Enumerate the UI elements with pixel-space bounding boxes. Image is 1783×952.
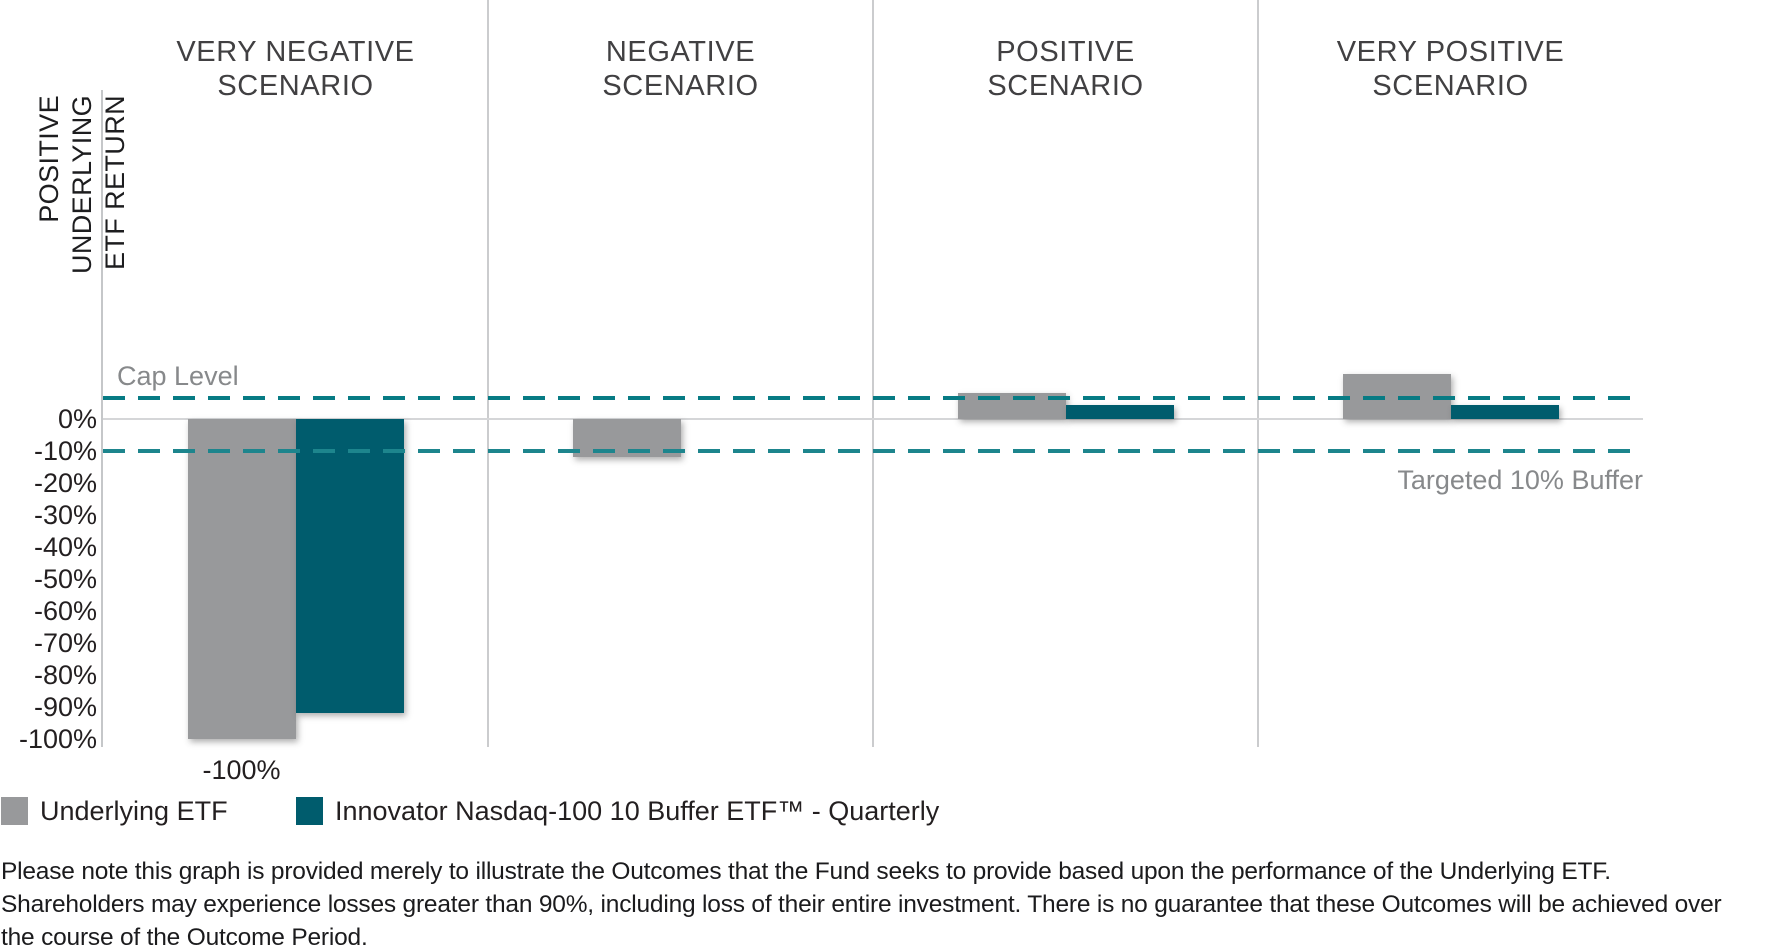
underlying-etf-bar-1 [187,419,296,739]
y-tick-label: 0% [57,404,97,434]
buffer-etf-bar-1 [295,419,404,714]
scenario-header-4: VERY POSITIVE SCENARIO [1336,36,1565,102]
legend-swatch-underlying-etf [1,797,28,825]
buffer-label: Targeted 10% Buffer [1397,465,1643,495]
panel-divider [1257,0,1259,747]
y-tick-label: -70% [33,628,97,658]
disclaimer-line-2: Shareholders may experience losses great… [1,891,1722,918]
y-tick-label: -60% [33,596,97,626]
cap-label: Cap Level [117,361,239,392]
y-tick-label: -50% [33,564,97,594]
y-tick-label: -100% [18,724,97,754]
y-axis-line [101,90,103,747]
disclaimer-text: Please note this graph is provided merel… [1,855,1782,952]
y-axis-title: POSITIVE UNDERLYING ETF RETURN [34,95,130,275]
y-tick-label: -40% [33,532,97,562]
chart-legend: Underlying ETF Innovator Nasdaq-100 10 B… [0,797,1200,831]
disclaimer-line-3: the course of the Outcome Period. [1,924,368,951]
scenario-header-1: VERY NEGATIVE SCENARIO [176,36,415,102]
buffer-etf-bar-4 [1450,404,1559,419]
cap-line [103,396,1643,401]
legend-item-underlying-etf: Underlying ETF [1,797,228,825]
zero-gridline [103,418,1643,420]
buffer-line [103,449,1643,453]
legend-label-buffer-etf: Innovator Nasdaq-100 10 Buffer ETF™ - Qu… [335,796,940,826]
panel-divider [872,0,874,747]
scenario-header-3: POSITIVE SCENARIO [987,36,1144,102]
y-tick-label: -10% [33,436,97,466]
disclaimer-line-1: Please note this graph is provided merel… [1,858,1611,885]
y-tick-label: -30% [33,500,97,530]
bar-value-label: -100% [202,755,281,785]
y-tick-label: -20% [33,468,97,498]
buffer-etf-bar-3 [1065,404,1174,419]
legend-swatch-buffer-etf [296,797,323,825]
y-tick-label: -90% [33,692,97,722]
y-tick-label: -80% [33,660,97,690]
legend-label-underlying-etf: Underlying ETF [40,796,228,826]
scenario-header-2: NEGATIVE SCENARIO [602,36,759,102]
panel-divider [487,0,489,747]
legend-item-buffer-etf: Innovator Nasdaq-100 10 Buffer ETF™ - Qu… [296,797,939,825]
